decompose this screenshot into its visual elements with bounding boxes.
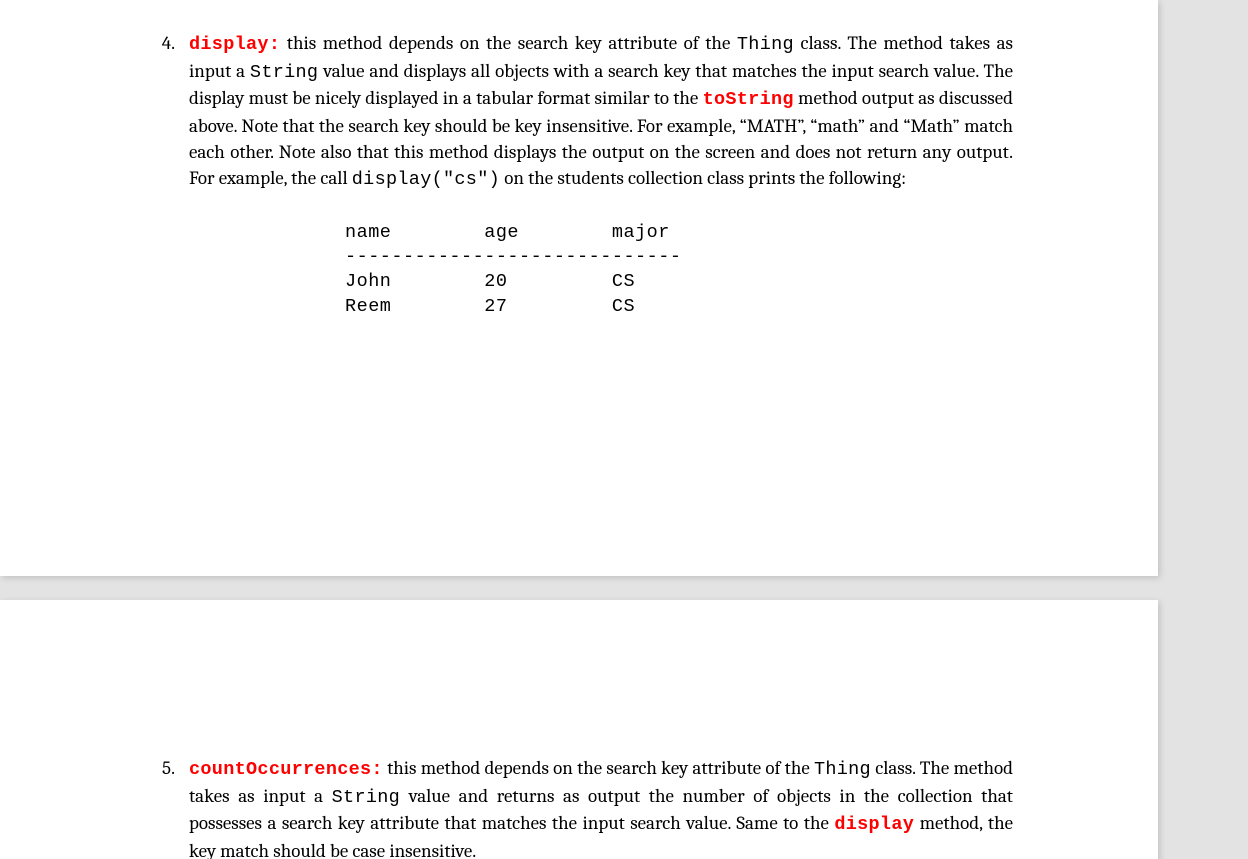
type-name-string: String — [250, 62, 318, 83]
example-output-table: name age major -------------------------… — [345, 221, 1013, 321]
method-name-display-ref: display — [834, 814, 914, 835]
list-item-4: 4. display: this method depends on the s… — [145, 30, 1013, 320]
type-name-string: String — [332, 787, 400, 808]
table-divider: ----------------------------- — [345, 246, 681, 267]
table-row: Reem 27 CS — [345, 296, 635, 317]
class-name-thing: Thing — [737, 34, 794, 55]
method-name-display: display: — [189, 34, 280, 55]
document-page-2: 5. countOccurrences: this method depends… — [0, 600, 1158, 859]
viewport: 4. display: this method depends on the s… — [0, 0, 1248, 859]
table-header-row: name age major — [345, 222, 670, 243]
item-number: 4. — [145, 30, 175, 56]
table-row: John 20 CS — [345, 271, 635, 292]
class-name-thing: Thing — [814, 759, 871, 780]
body-text: this method depends on the search key at… — [383, 757, 814, 779]
spec-list: 5. countOccurrences: this method depends… — [145, 755, 1013, 859]
body-text: this method depends on the search key at… — [280, 32, 737, 54]
body-text: on the students collection class prints … — [500, 167, 906, 189]
spec-list: 4. display: this method depends on the s… — [145, 30, 1013, 320]
code-call-display: display("cs") — [352, 169, 500, 190]
document-page-1: 4. display: this method depends on the s… — [0, 0, 1158, 576]
method-name-countoccurrences: countOccurrences: — [189, 759, 383, 780]
item-number: 5. — [145, 755, 175, 781]
list-item-5: 5. countOccurrences: this method depends… — [145, 755, 1013, 859]
method-name-tostring: toString — [703, 89, 794, 110]
